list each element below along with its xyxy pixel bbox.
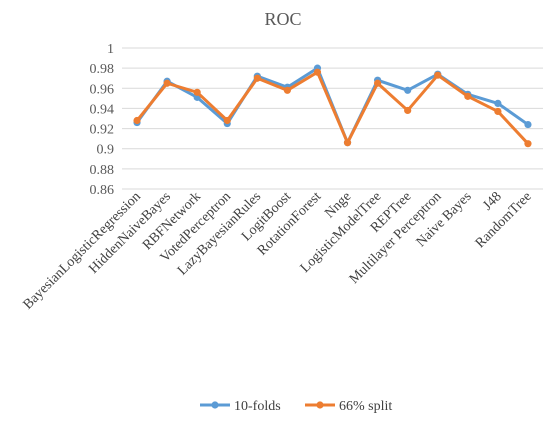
y-tick-label: 0.88 bbox=[90, 163, 115, 178]
data-point bbox=[524, 140, 532, 148]
legend-label: 66% split bbox=[339, 399, 392, 414]
x-tick-label: J48 bbox=[480, 189, 504, 213]
data-point bbox=[404, 86, 412, 94]
x-tick-label: BayesianLogisticRegression bbox=[21, 189, 144, 312]
y-tick-label: 0.98 bbox=[90, 62, 115, 77]
x-axis-ticks: BayesianLogisticRegressionHiddenNaiveBay… bbox=[21, 189, 535, 312]
gridlines bbox=[122, 47, 543, 170]
data-point bbox=[494, 99, 502, 107]
legend: 10-folds 66% split bbox=[200, 399, 392, 414]
y-tick-label: 0.96 bbox=[90, 82, 115, 97]
y-tick-label: 1 bbox=[107, 42, 114, 57]
legend-swatch-marker bbox=[211, 401, 219, 409]
data-point bbox=[374, 79, 382, 87]
x-tick-label: RandomTree bbox=[473, 189, 535, 251]
y-tick-label: 0.9 bbox=[97, 143, 115, 158]
data-point bbox=[283, 86, 291, 94]
y-tick-label: 0.86 bbox=[90, 183, 115, 198]
data-point bbox=[524, 120, 532, 129]
y-tick-label: 0.92 bbox=[90, 123, 115, 138]
data-point bbox=[464, 92, 472, 100]
data-point bbox=[434, 71, 442, 79]
data-point bbox=[253, 74, 261, 82]
data-point bbox=[193, 88, 201, 96]
series-group bbox=[133, 64, 532, 148]
data-point bbox=[313, 68, 322, 76]
data-point bbox=[163, 79, 171, 87]
y-axis-ticks: 0.86 0.88 0.9 0.92 0.94 0.96 0.98 1 bbox=[90, 42, 115, 198]
data-point bbox=[133, 116, 141, 125]
series-line-2 bbox=[135, 70, 530, 146]
legend-swatch-marker bbox=[316, 401, 324, 409]
legend-label: 10-folds bbox=[234, 399, 281, 414]
data-point bbox=[343, 139, 352, 147]
data-point bbox=[223, 116, 231, 125]
data-point bbox=[494, 107, 502, 116]
y-tick-label: 0.94 bbox=[90, 102, 115, 117]
chart-title: ROC bbox=[264, 9, 301, 29]
data-point bbox=[404, 106, 412, 115]
